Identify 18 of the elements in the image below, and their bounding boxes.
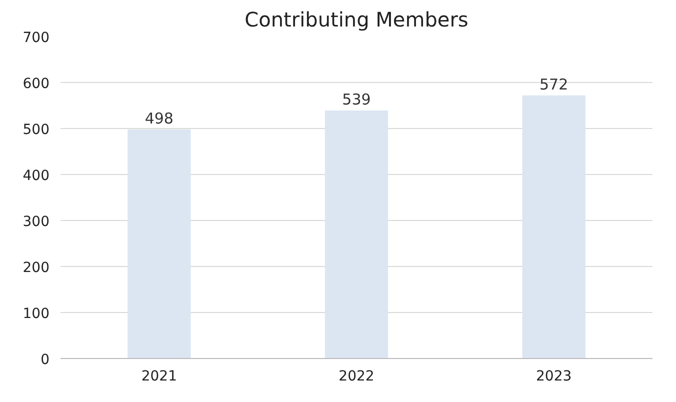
data-label: 572 (540, 75, 568, 94)
y-tick-label: 0 (40, 352, 50, 368)
x-tick-label: 2022 (338, 368, 374, 384)
y-tick-label: 400 (22, 168, 50, 184)
data-label: 539 (342, 90, 371, 109)
y-tick-label: 600 (22, 76, 50, 92)
bar (128, 129, 191, 358)
bar (324, 110, 388, 358)
chart-title: Contributing Members (244, 8, 468, 32)
x-tick-label: 2021 (141, 368, 177, 384)
y-tick-label: 200 (22, 260, 50, 276)
y-tick-label: 500 (22, 122, 50, 138)
y-tick-label: 700 (22, 30, 50, 46)
bar (522, 95, 586, 358)
data-label: 498 (144, 109, 174, 128)
y-tick-label: 100 (22, 306, 50, 322)
y-tick-label: 300 (22, 214, 50, 230)
x-tick-label: 2023 (536, 368, 572, 384)
